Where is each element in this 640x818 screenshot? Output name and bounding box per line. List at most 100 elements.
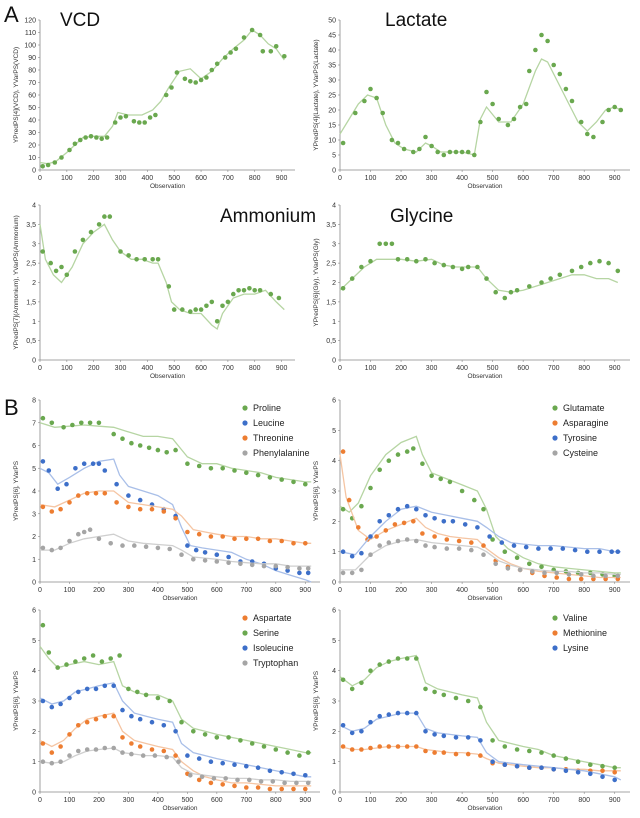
data-point-valine: [349, 686, 355, 692]
data-point-proline: [232, 468, 237, 473]
data-point-tryptophan: [305, 780, 311, 786]
y-tick-label: 5: [332, 638, 336, 645]
data-point-asparagine: [469, 540, 474, 545]
data-point-lysine: [377, 713, 383, 719]
data-point-cysteine: [414, 538, 419, 544]
data-point-threonine: [291, 541, 296, 546]
data-point-proline: [279, 477, 285, 482]
data-point-glycine: [340, 286, 346, 291]
data-point-glutamate: [490, 537, 495, 542]
data-point-tyrosine: [585, 549, 590, 554]
x-tick-label: 900: [299, 587, 311, 594]
data-point-asparagine: [420, 531, 425, 536]
data-point-threonine: [40, 504, 46, 510]
data-point-cysteine: [456, 546, 462, 551]
data-point-cysteine: [554, 570, 559, 576]
data-point-isoleucine: [49, 704, 55, 710]
data-point-asparagine: [346, 497, 352, 503]
series-line-cysteine: [340, 538, 621, 576]
data-point-lactate: [496, 116, 502, 122]
data-point-lysine: [502, 762, 508, 767]
data-point-vcd: [188, 79, 193, 84]
y-tick-label: 30: [28, 130, 36, 137]
x-tick-label: 300: [426, 587, 438, 594]
data-point-asparagine: [392, 522, 398, 527]
data-point-phenylalanine: [226, 560, 231, 565]
y-tick-label: 2: [32, 534, 36, 541]
y-tick-label: 50: [28, 105, 36, 112]
y-tick-label: 120: [24, 18, 36, 25]
data-point-ammonium: [126, 253, 131, 258]
x-tick-label: 400: [456, 587, 468, 594]
x-tick-label: 600: [195, 365, 207, 372]
data-point-serine: [135, 689, 140, 695]
data-point-ammonium: [241, 288, 247, 293]
data-point-lactate: [539, 32, 544, 38]
y-tick-label: 45: [328, 33, 336, 40]
x-axis-label: Observation: [162, 805, 197, 812]
legend-label: Tryptophan: [253, 658, 298, 668]
data-point-proline: [96, 420, 102, 426]
data-point-lysine: [478, 738, 483, 743]
y-tick-label: 0: [332, 358, 336, 365]
x-tick-label: 400: [152, 587, 164, 594]
data-point-ammonium: [64, 272, 70, 278]
data-point-tryptophan: [176, 759, 181, 764]
x-axis-label: Observation: [162, 595, 197, 602]
y-tick-label: 1: [332, 319, 336, 326]
y-axis-label: YPredPS[7](Ammonium), YVarPS(Ammonium): [13, 215, 20, 350]
data-point-glycine: [493, 289, 499, 295]
y-tick-label: 10: [28, 155, 36, 162]
data-point-tryptophan: [282, 780, 287, 786]
y-tick-label: 10: [328, 138, 336, 145]
legend-marker: [242, 450, 248, 456]
y-tick-label: 35: [328, 63, 336, 70]
data-point-tyrosine: [349, 553, 355, 559]
x-tick-label: 700: [222, 175, 234, 182]
data-point-aspartate: [173, 753, 178, 758]
data-point-valine: [423, 686, 428, 692]
data-point-lactate: [563, 86, 569, 92]
data-point-tryptophan: [67, 753, 72, 758]
data-point-phenylalanine: [179, 552, 184, 557]
data-point-leucine: [305, 570, 311, 576]
data-point-phenylalanine: [238, 561, 243, 567]
data-point-isoleucine: [208, 759, 214, 764]
data-point-methionine: [432, 750, 437, 755]
data-point-proline: [155, 447, 161, 453]
data-point-cysteine: [340, 570, 346, 576]
data-point-threonine: [161, 509, 167, 514]
data-point-cysteine: [578, 572, 584, 577]
y-tick-label: 4: [332, 203, 336, 210]
data-point-proline: [244, 470, 249, 476]
y-tick-label: 0,5: [26, 338, 36, 345]
x-tick-label: 900: [276, 175, 288, 182]
x-tick-label: 200: [88, 175, 100, 182]
data-point-vcd: [137, 120, 142, 125]
data-point-lactate: [429, 143, 434, 149]
data-point-valine: [551, 753, 556, 758]
data-point-lactate: [527, 68, 532, 74]
data-point-leucine: [40, 459, 46, 464]
data-point-tyrosine: [441, 519, 447, 524]
data-point-serine: [249, 741, 255, 746]
data-point-isoleucine: [279, 770, 285, 775]
data-point-serine: [261, 744, 267, 749]
legend-label: Lysine: [563, 643, 589, 653]
data-point-isoleucine: [161, 723, 167, 728]
data-point-glycine: [514, 288, 520, 293]
y-axis-label: YPredPS[4](VCD), YVarPS(VCD): [13, 47, 20, 143]
x-tick-label: 800: [270, 797, 282, 804]
x-tick-label: 800: [270, 587, 282, 594]
legend-label: Asparagine: [563, 418, 609, 428]
data-point-leucine: [202, 550, 208, 555]
data-point-tyrosine: [395, 506, 401, 512]
data-point-aspartate: [120, 735, 125, 740]
data-point-tryptophan: [49, 760, 55, 766]
data-point-vcd: [112, 120, 118, 125]
data-point-vcd: [118, 115, 123, 120]
data-point-glycine: [578, 264, 584, 270]
data-point-proline: [196, 463, 202, 469]
y-tick-label: 2,5: [26, 261, 36, 268]
